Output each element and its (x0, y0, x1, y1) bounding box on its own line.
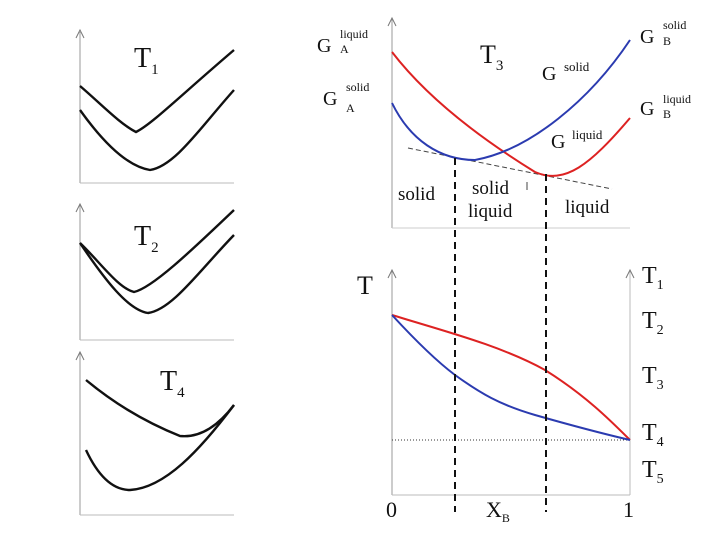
gibbs-common-tangent (407, 147, 613, 190)
region-liquid-label: liquid (565, 197, 610, 218)
region-mixed-liquid-label: liquid (468, 201, 513, 222)
phase-right-axis-arrow (625, 268, 635, 279)
label-g-b-solid-sup: solid (663, 18, 686, 32)
label-g-b-liquid-sup: liquid (663, 92, 691, 106)
label-g-a-solid-sub: A (346, 101, 355, 115)
label-g-b-solid: G (640, 26, 654, 48)
label-g-liquid-sup: liquid (572, 127, 603, 142)
right-label-t5: T5 (642, 457, 664, 487)
panel-t4-solid-curve (84, 404, 235, 492)
label-g-a-liquid-sub: A (340, 42, 349, 56)
label-g-a-liquid-sup: liquid (340, 27, 368, 41)
label-g-solid: G (542, 63, 556, 85)
gibbs-panel-title: T3 (480, 40, 503, 74)
region-mixed-solid-label: solid (472, 178, 509, 199)
panel-t2-label: T2 (134, 221, 159, 256)
label-g-solid-sup: solid (564, 59, 590, 74)
panel-t2-axis-arrow (75, 202, 85, 213)
phase-x-axis-label: XB (486, 497, 510, 525)
panel-t4-axis-arrow (75, 350, 85, 361)
phase-diagram: T 0 1 XB T1 T2 T3 T4 T5 (357, 158, 664, 525)
panel-t2-liquid-curve (79, 209, 235, 294)
panel-t1: T1 (75, 28, 235, 184)
right-label-t2: T2 (642, 308, 664, 338)
panel-t1-label: T1 (134, 43, 159, 78)
liquidus-curve (391, 314, 631, 441)
label-g-b-liquid: G (640, 98, 654, 120)
label-g-liquid: G (551, 131, 565, 153)
panel-t2: T2 (75, 202, 235, 341)
panel-t4-liquid-curve (85, 379, 235, 438)
panel-t2-solid-curve (79, 234, 235, 315)
label-g-b-liquid-sub: B (663, 107, 671, 121)
panel-t1-axis-arrow (75, 28, 85, 39)
gibbs-liquid-curve (391, 51, 631, 177)
label-g-a-liquid: G (317, 35, 331, 57)
panel-t4: T4 (75, 350, 235, 516)
gibbs-panel: T3 G liquid A G solid A G solid B G liqu… (317, 16, 691, 229)
phase-axis-arrow (387, 268, 397, 279)
phase-x-tick-1: 1 (623, 497, 634, 522)
right-label-t3: T3 (642, 363, 664, 393)
panel-t1-liquid-curve (79, 49, 235, 134)
solidus-curve (391, 314, 631, 441)
phase-y-axis-label: T (357, 271, 373, 300)
gibbs-solid-curve (391, 39, 631, 162)
right-label-t1: T1 (642, 263, 664, 293)
region-solid-label: solid (398, 184, 435, 205)
label-g-a-solid: G (323, 88, 337, 110)
phase-x-tick-0: 0 (386, 497, 397, 522)
label-g-b-solid-sub: B (663, 34, 671, 48)
panel-t1-solid-curve (79, 89, 235, 172)
panel-t4-label: T4 (160, 366, 185, 401)
gibbs-axis-arrow (387, 16, 397, 27)
right-label-t4: T4 (642, 420, 664, 450)
label-g-a-solid-sup: solid (346, 80, 369, 94)
